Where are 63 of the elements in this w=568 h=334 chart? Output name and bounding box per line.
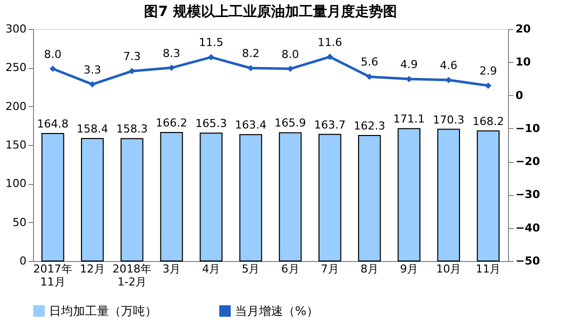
x-tick-label: 2017年 11月 <box>33 262 72 288</box>
point <box>248 64 254 72</box>
data-label: 8.0 <box>282 48 300 61</box>
data-label: 4.6 <box>440 59 458 72</box>
data-label: 163.4 <box>234 118 266 132</box>
x-tick-label: 7月 <box>320 262 339 276</box>
point <box>89 81 96 88</box>
y2-tick-label: 10 <box>516 56 532 69</box>
y2-tick-label: −30 <box>516 188 540 202</box>
y-tick-label: 200 <box>6 100 26 113</box>
data-label: 166.2 <box>156 116 188 130</box>
x-tick-label: 2018年 1-2月 <box>112 262 152 288</box>
data-label: 170.3 <box>432 113 464 126</box>
point <box>50 66 56 72</box>
x-tick-label: 10月 <box>436 262 462 276</box>
data-label: 164.8 <box>37 118 69 131</box>
data-label: 8.2 <box>242 47 260 60</box>
y-tick-label: 250 <box>6 61 26 74</box>
y2-tick-label: 0 <box>516 88 524 102</box>
legend-label: 当月增速（%） <box>235 304 318 318</box>
point <box>128 68 136 74</box>
data-label: 168.2 <box>472 114 504 128</box>
data-label: 158.3 <box>116 122 148 136</box>
data-label: 162.3 <box>354 119 386 132</box>
x-tick-label: 6月 <box>281 262 300 276</box>
chart-title: 图7 规模以上工业原油加工量月度走势图 <box>144 3 397 20</box>
y2-tick-label: −50 <box>516 254 540 268</box>
y-tick-label: 0 <box>20 254 26 268</box>
point <box>406 76 412 82</box>
data-label: 7.3 <box>123 50 141 64</box>
y-tick-label: 100 <box>6 177 26 190</box>
x-tick-label: 8月 <box>360 262 378 276</box>
y2-tick-label: −10 <box>516 122 540 135</box>
x-tick-label: 3月 <box>162 262 181 276</box>
y-tick-label: 150 <box>6 138 26 152</box>
x-tick-label: 4月 <box>202 262 220 276</box>
x-tick-label: 11月 <box>476 262 501 276</box>
y-tick-label: 50 <box>12 216 26 229</box>
data-label: 5.6 <box>360 56 378 69</box>
legend-label: 日均加工量（万吨） <box>49 304 157 318</box>
data-label: 165.9 <box>274 116 306 130</box>
data-label: 171.1 <box>393 112 425 126</box>
data-label: 2.9 <box>479 64 497 78</box>
x-tick-label: 9月 <box>400 262 418 276</box>
data-label: 11.6 <box>318 36 342 49</box>
data-label: 8.0 <box>44 48 62 61</box>
y2-tick-label: −40 <box>516 221 540 234</box>
x-tick-label: 12月 <box>80 262 105 276</box>
data-label: 3.3 <box>84 63 102 76</box>
data-label: 163.7 <box>314 118 346 132</box>
data-label: 158.4 <box>76 122 108 136</box>
y2-tick-label: 20 <box>516 22 532 36</box>
point <box>168 64 175 71</box>
y-tick-label: 300 <box>6 22 26 36</box>
data-label: 8.3 <box>162 46 180 60</box>
point <box>208 54 214 60</box>
point <box>326 54 334 60</box>
data-label: 165.3 <box>195 117 227 130</box>
x-tick-label: 5月 <box>242 262 260 276</box>
data-label: 4.9 <box>400 58 418 72</box>
data-label: 11.5 <box>198 36 224 50</box>
point <box>366 74 373 80</box>
y2-tick-label: −20 <box>516 155 540 168</box>
